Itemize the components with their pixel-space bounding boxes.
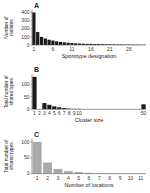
y-axis-line bbox=[32, 10, 33, 45]
y-tick bbox=[31, 28, 33, 29]
x-tick-label: 1 bbox=[33, 46, 36, 52]
bar bbox=[66, 43, 69, 45]
bar bbox=[64, 171, 73, 174]
y-axis-label-line: Number of bbox=[4, 16, 9, 39]
x-tick-label: 10 bbox=[128, 175, 134, 181]
y-axis-label: Number ofisolates bbox=[4, 16, 15, 39]
y-axis-label-line: isolates bbox=[9, 19, 14, 36]
y-tick bbox=[31, 96, 33, 97]
bar bbox=[33, 142, 42, 174]
y-tick-label: 50 bbox=[24, 154, 30, 160]
panel: B 0 50 100 12345678910 50 Cluster size Total nu… bbox=[4, 66, 147, 123]
x-tick-label: 4 bbox=[67, 175, 70, 181]
x-tick-label: 16 bbox=[88, 46, 94, 52]
x-tick-label: 6 bbox=[52, 46, 55, 52]
x-tick-label: 2 bbox=[46, 175, 49, 181]
bar bbox=[52, 106, 56, 109]
y-tick-label: 100 bbox=[21, 81, 30, 87]
bars bbox=[32, 12, 145, 45]
x-axis-label: Sporotype designation bbox=[62, 53, 117, 59]
bar bbox=[32, 77, 36, 109]
bar bbox=[55, 41, 58, 45]
bars bbox=[33, 142, 145, 174]
x-tick-label: 8 bbox=[68, 110, 71, 116]
y-tick bbox=[31, 173, 33, 174]
x-tick-label: 10 bbox=[76, 110, 82, 116]
x-tick-label: 3 bbox=[57, 175, 60, 181]
bars bbox=[32, 77, 145, 109]
x-tick-label: 50 bbox=[141, 110, 147, 116]
y-tick-label: 300 bbox=[21, 17, 30, 23]
y-tick bbox=[31, 20, 33, 21]
x-tick-label: 11 bbox=[69, 46, 74, 52]
y-tick bbox=[31, 141, 33, 142]
bar bbox=[63, 42, 66, 45]
y-axis-label-line: Total number of bbox=[4, 139, 9, 173]
bar bbox=[47, 105, 51, 109]
panel-label: C bbox=[34, 131, 39, 138]
x-tick-label: 5 bbox=[53, 110, 56, 116]
x-tick-label: 5 bbox=[77, 175, 80, 181]
x-axis-label: Cluster size bbox=[75, 117, 104, 123]
y-axis-label-line: shared types bbox=[9, 78, 14, 106]
bar bbox=[42, 103, 46, 109]
bar bbox=[51, 41, 54, 45]
y-axis-label: Total number ofshared types bbox=[4, 75, 15, 109]
x-tick-label: 1 bbox=[36, 175, 39, 181]
x-tick-label: 7 bbox=[98, 175, 101, 181]
x-tick-label: 6 bbox=[58, 110, 61, 116]
y-tick-label: 0 bbox=[27, 42, 30, 48]
bar bbox=[36, 32, 39, 45]
y-axis-label-line: shared types bbox=[9, 142, 14, 170]
figure: A01002003004001611162126Sporotype design… bbox=[0, 0, 150, 193]
x-tick-label: 6 bbox=[88, 175, 91, 181]
panel-label: A bbox=[34, 2, 39, 9]
x-tick-label: 26 bbox=[126, 46, 132, 52]
x-tick-label: 9 bbox=[73, 110, 76, 116]
y-tick-label: 100 bbox=[21, 139, 30, 145]
bar bbox=[43, 163, 52, 174]
y-tick-label: 200 bbox=[21, 25, 30, 31]
x-tick-label: 1 bbox=[33, 110, 36, 116]
x-tick-label: 4 bbox=[48, 110, 51, 116]
x-tick-label: 8 bbox=[108, 175, 111, 181]
bar bbox=[47, 40, 50, 45]
y-tick-label: 0 bbox=[27, 170, 30, 176]
x-tick-label: 2 bbox=[38, 110, 41, 116]
y-axis-label: Total number ofshared types bbox=[4, 139, 15, 173]
bar bbox=[40, 37, 43, 45]
y-axis-line bbox=[32, 139, 33, 174]
y-tick bbox=[31, 12, 33, 13]
bar bbox=[54, 169, 63, 174]
x-tick-label: 11 bbox=[138, 175, 143, 181]
panel-label: B bbox=[34, 66, 39, 73]
panel: A01002003004001611162126Sporotype design… bbox=[4, 2, 146, 59]
bar bbox=[44, 38, 47, 45]
y-tick bbox=[31, 36, 33, 37]
x-tick-label: 21 bbox=[107, 46, 113, 52]
y-tick-label: 50 bbox=[24, 94, 30, 100]
bar bbox=[141, 104, 145, 109]
bar bbox=[32, 12, 35, 45]
y-tick-label: 0 bbox=[27, 106, 30, 112]
x-tick-label: 9 bbox=[119, 175, 122, 181]
y-axis-label-line: Total number of bbox=[4, 75, 9, 109]
x-tick-label: 3 bbox=[43, 110, 46, 116]
y-tick bbox=[31, 157, 33, 158]
y-tick-label: 100 bbox=[21, 34, 30, 40]
y-tick-label: 400 bbox=[21, 9, 30, 15]
y-tick bbox=[31, 84, 33, 85]
bar bbox=[59, 42, 62, 45]
x-axis-label: Number of locations bbox=[65, 182, 114, 188]
y-axis-line bbox=[32, 74, 33, 109]
y-tick bbox=[31, 109, 33, 110]
x-tick-label: 7 bbox=[63, 110, 66, 116]
panel: C 0 50 100 1 2 3 4 5 6 7 8 9 10 11 Number of locations T… bbox=[4, 131, 146, 188]
